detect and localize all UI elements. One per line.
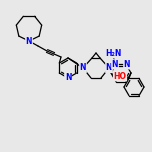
- Text: N: N: [112, 60, 118, 69]
- Text: N: N: [106, 64, 112, 73]
- Text: N: N: [124, 60, 130, 69]
- Text: H₂N: H₂N: [105, 49, 121, 58]
- Text: N: N: [26, 36, 32, 45]
- Text: HO: HO: [114, 72, 126, 81]
- Text: N: N: [80, 64, 86, 73]
- Text: N: N: [65, 74, 71, 83]
